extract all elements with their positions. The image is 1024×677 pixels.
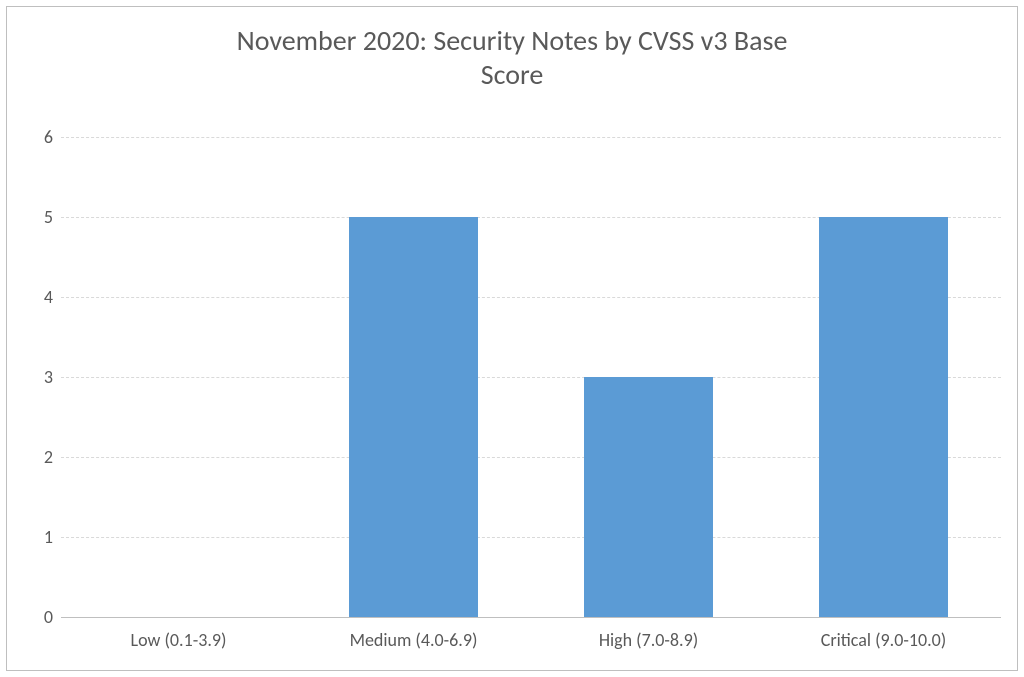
y-tick-label: 0 <box>25 606 53 628</box>
gridline <box>61 137 1001 138</box>
y-tick-label: 2 <box>25 446 53 468</box>
x-category-label: Critical (9.0-10.0) <box>821 629 946 651</box>
y-tick-label: 4 <box>25 286 53 308</box>
x-category-label: Low (0.1-3.9) <box>131 629 227 651</box>
x-category-label: High (7.0-8.9) <box>599 629 698 651</box>
x-category-label: Medium (4.0-6.9) <box>350 629 478 651</box>
y-tick-label: 6 <box>25 126 53 148</box>
data-bar <box>819 217 948 617</box>
chart-title-line1: November 2020: Security Notes by CVSS v3… <box>7 25 1017 57</box>
y-tick-label: 5 <box>25 206 53 228</box>
data-bar <box>349 217 478 617</box>
plot-area <box>61 137 1001 617</box>
y-tick-label: 3 <box>25 366 53 388</box>
data-bar <box>584 377 713 617</box>
y-tick-label: 1 <box>25 526 53 548</box>
axis-baseline <box>61 617 1001 618</box>
chart-frame: November 2020: Security Notes by CVSS v3… <box>6 6 1018 671</box>
chart-title-line2: Score <box>7 59 1017 91</box>
